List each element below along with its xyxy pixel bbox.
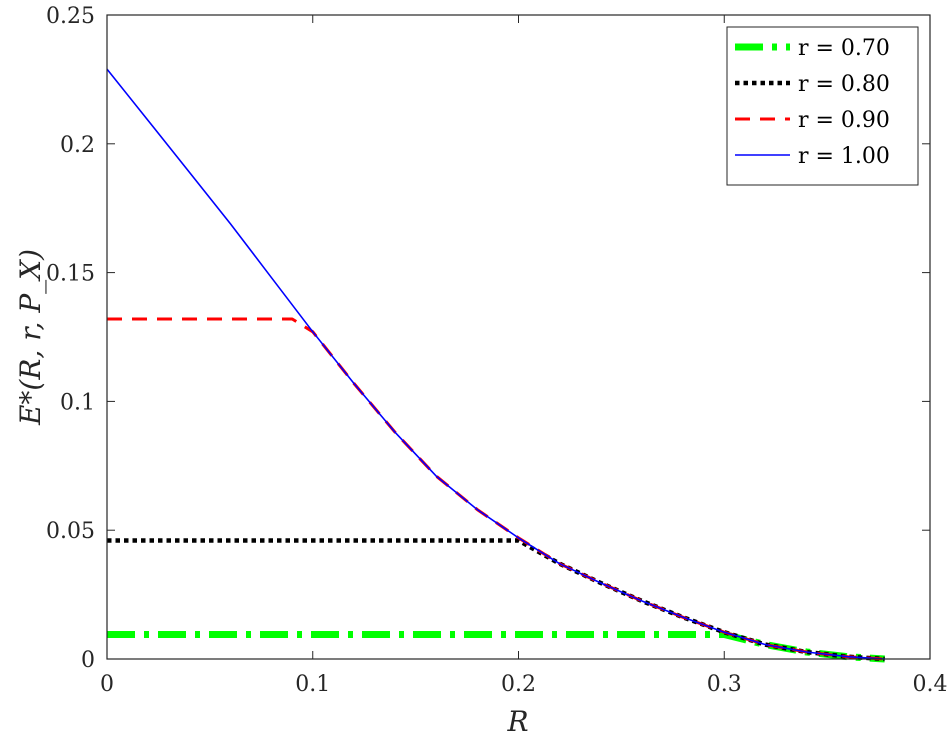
legend-label-0: r = 0.70: [798, 36, 890, 61]
x-tick-label: 0.1: [295, 672, 330, 697]
y-tick-label: 0: [81, 648, 95, 673]
x-tick-label: 0.3: [707, 672, 742, 697]
legend: r = 0.70 r = 0.80 r = 0.90 r = 1.00: [726, 26, 919, 186]
y-axis-ticks: 0 0.05 0.1 0.15 0.2 0.25: [46, 4, 930, 673]
y-axis-label: E*(R, r, P_X): [14, 249, 47, 426]
x-tick-label: 0.4: [913, 672, 947, 697]
y-tick-label: 0.05: [46, 519, 95, 544]
series-layer: [106, 68, 885, 663]
legend-box: [726, 26, 919, 186]
y-tick-label: 0.1: [60, 390, 95, 415]
legend-items: r = 0.70 r = 0.80 r = 0.90 r = 1.00: [735, 36, 890, 169]
series-line-3: [106, 68, 885, 660]
x-tick-label: 0.2: [501, 672, 536, 697]
y-tick-label: 0.25: [46, 4, 95, 29]
x-axis-ticks: 0 0.1 0.2 0.3 0.4: [100, 15, 947, 697]
x-axis-label: R: [506, 705, 528, 738]
legend-label-2: r = 0.90: [798, 108, 890, 133]
y-tick-label: 0.15: [46, 262, 95, 287]
legend-label-1: r = 0.80: [798, 72, 890, 97]
y-tick-label: 0.2: [60, 133, 95, 158]
x-tick-label: 0: [100, 672, 114, 697]
legend-label-3: r = 1.00: [798, 144, 890, 169]
